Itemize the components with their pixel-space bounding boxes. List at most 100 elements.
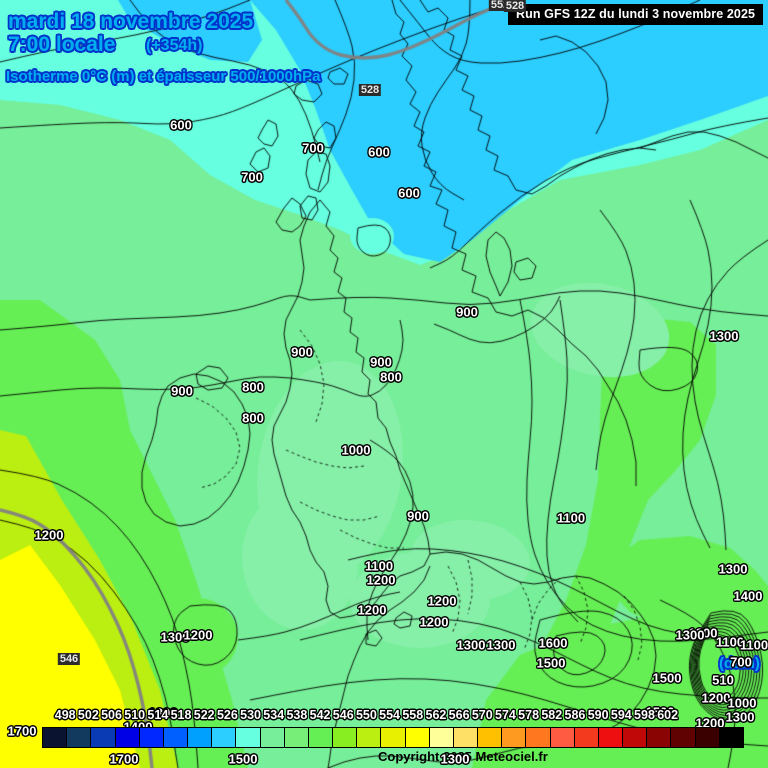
isotherm-contour-label: 1200	[701, 690, 731, 706]
isotherm-contour-label: 600	[368, 144, 390, 160]
color-swatch	[236, 728, 261, 747]
color-swatch	[308, 728, 334, 747]
isotherm-contour-label: 510	[712, 672, 734, 688]
isotherm-contour-label: 1100	[739, 637, 768, 653]
isotherm-contour-label: 1000	[727, 695, 757, 711]
scale-tick-label: 526	[216, 708, 238, 722]
isotherm-contour-label: 700	[302, 140, 324, 156]
color-swatch	[333, 728, 358, 747]
isotherm-contour-label: 1200	[427, 593, 457, 609]
isotherm-contour-label: 1300	[486, 637, 516, 653]
color-swatch	[550, 728, 575, 747]
isotherm-contour-label: 1200	[695, 715, 725, 731]
color-swatch	[623, 728, 648, 747]
isotherm-contour-label: 1300	[440, 751, 470, 767]
color-scale: 498 502 506 510 514 518 522 526 530 534 538 542 546 5…	[0, 705, 768, 768]
color-swatch	[284, 728, 309, 747]
isotherm-contour-label: 1500	[536, 655, 566, 671]
color-swatch	[357, 728, 382, 747]
color-swatch	[188, 728, 213, 747]
scale-tick-label: 530	[240, 708, 261, 722]
scale-tick-label: 522	[193, 708, 215, 722]
copyright-notice: Copyright 2025 Meteociel.fr	[378, 749, 548, 764]
isotherm-contour-label: 900	[407, 508, 429, 524]
isotherm-contour-label: 1300	[456, 637, 486, 653]
scale-tick-label: 510	[124, 708, 146, 722]
scale-tick-label: 518	[170, 708, 192, 722]
color-swatch	[43, 728, 68, 747]
color-swatch	[719, 728, 743, 747]
isotherm-contour-label: 1000	[341, 442, 371, 458]
color-swatch	[91, 728, 116, 747]
isotherm-contour-label: 1200	[419, 614, 449, 630]
scale-unit-label: (dam)	[719, 655, 760, 672]
isotherm-contour-label: 900	[291, 344, 313, 360]
isotherm-contour-label: 600	[170, 117, 192, 133]
color-swatch	[598, 728, 624, 747]
isotherm-contour-label: 800	[242, 410, 264, 426]
scale-tick-label: 554	[379, 708, 401, 722]
scale-tick-label: 566	[448, 708, 470, 722]
color-swatch	[429, 728, 454, 747]
scale-tick-label: 550	[355, 708, 377, 722]
isotherm-contour-label: 1200	[34, 527, 64, 543]
isotherm-contour-label: 1500	[652, 670, 682, 686]
parameter-title: Isotherme 0°C (m) et épaisseur 500/1000h…	[6, 68, 321, 85]
isotherm-contour-label: 700	[730, 654, 752, 670]
scale-tick-label: 534	[263, 708, 285, 722]
scale-tick-label: 542	[309, 708, 331, 722]
scale-tick-label: 562	[425, 708, 447, 722]
forecast-offset: (+354h)	[146, 37, 203, 54]
scale-tick-label: 570	[471, 708, 493, 722]
model-run-banner: Run GFS 12Z du lundi 3 novembre 2025	[508, 4, 764, 25]
isotherm-contour-label: 1500	[228, 751, 258, 767]
color-swatch	[671, 728, 696, 747]
scale-tick-label: 578	[518, 708, 540, 722]
isotherm-contour-label: 1300	[675, 627, 705, 643]
color-swatch	[695, 728, 720, 747]
isotherm-contour-label: 1500	[645, 704, 675, 720]
forecast-time: 7:00 locale	[8, 33, 116, 56]
isotherm-contour-label: 800	[380, 369, 402, 385]
scale-tick-label: 498	[54, 708, 76, 722]
color-swatch	[260, 728, 285, 747]
scale-tick-label: 538	[286, 708, 308, 722]
isotherm-contour-label: 1100	[364, 558, 394, 574]
forecast-date: mardi 18 novembre 2025	[8, 10, 254, 33]
thickness-contour-label: 528	[503, 0, 527, 12]
isotherm-contour-label: 1400	[733, 588, 763, 604]
isotherm-contour-label: 600	[398, 185, 420, 201]
scale-tick-label: 546	[332, 708, 354, 722]
isotherm-contour-label: 1300	[718, 561, 748, 577]
isotherm-contour-label: 900	[370, 354, 392, 370]
color-swatch	[502, 728, 527, 747]
color-swatch	[381, 728, 406, 747]
scale-tick-label: 574	[495, 708, 516, 722]
isotherm-contour-label: 1600	[538, 635, 568, 651]
isotherm-contour-label: 1700	[7, 723, 37, 739]
color-swatch	[405, 728, 430, 747]
color-swatch	[453, 728, 479, 747]
isotherm-contour-label: 900	[171, 383, 193, 399]
color-swatch	[115, 728, 140, 747]
isotherm-contour-label: 1300	[160, 629, 190, 645]
isotherm-contour-label: 1100	[556, 510, 586, 526]
scale-tick-label: 590	[587, 708, 609, 722]
isotherm-contour-label: 1200	[183, 627, 213, 643]
thickness-contour-label: 546	[57, 653, 81, 665]
isotherm-contour-label: 1300	[725, 709, 755, 725]
scale-tick-label: 594	[610, 708, 632, 722]
isotherm-contour-label: 1200	[357, 602, 387, 618]
color-swatch	[212, 728, 237, 747]
isotherm-contour-label: 1300	[688, 625, 718, 641]
scale-tick-label: 506	[101, 708, 122, 722]
scale-tick-label: 514	[147, 708, 169, 722]
thickness-contour-label: 528	[358, 84, 382, 96]
color-scale-ticks: 498 502 506 510 514 518 522 526 530 534 538 542 546 5…	[0, 708, 768, 726]
isotherm-contour-label: 1100	[715, 634, 745, 650]
isotherm-contour-label: 900	[456, 304, 478, 320]
isotherm-contour-label: 1700	[109, 751, 139, 767]
isotherm-contour-label: 1300	[709, 328, 739, 344]
